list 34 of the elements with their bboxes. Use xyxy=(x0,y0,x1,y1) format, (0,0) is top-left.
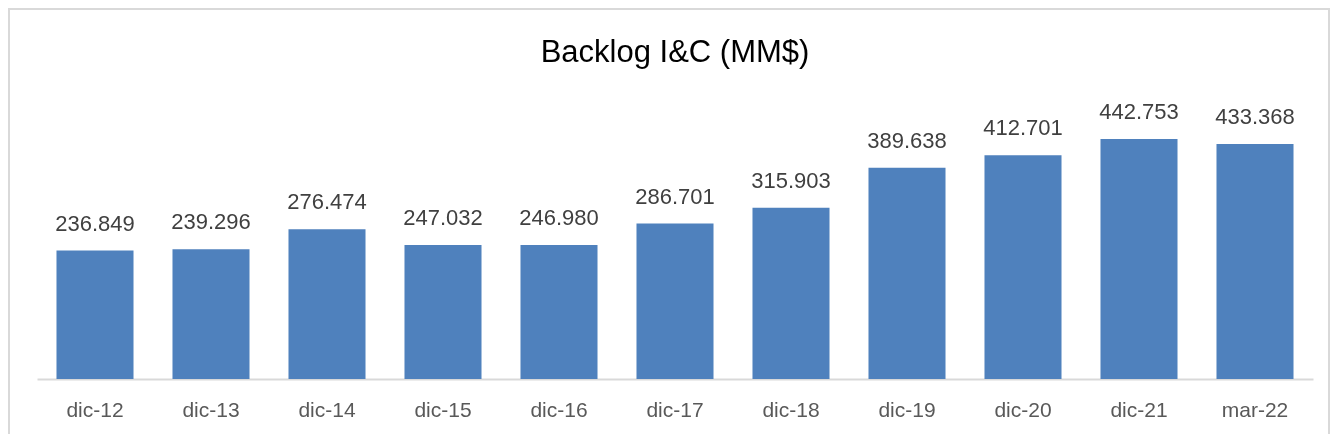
data-label: 246.980 xyxy=(519,205,599,231)
x-tick-label: dic-21 xyxy=(1110,397,1168,421)
bar xyxy=(868,167,946,379)
data-label: 442.753 xyxy=(1099,99,1179,124)
x-tick-label: dic-13 xyxy=(182,397,240,421)
data-label: 433.368 xyxy=(1215,104,1295,130)
data-label: 286.701 xyxy=(635,183,715,209)
x-tick-label: dic-18 xyxy=(762,397,820,421)
bar xyxy=(172,249,250,379)
data-label: 412.701 xyxy=(983,115,1063,141)
bar xyxy=(404,245,482,379)
x-tick-label: mar-22 xyxy=(1221,397,1289,421)
bar xyxy=(984,155,1062,379)
data-label: 315.903 xyxy=(751,167,831,193)
x-tick-label: dic-12 xyxy=(66,397,124,421)
x-tick-label: dic-16 xyxy=(530,397,588,421)
bar xyxy=(288,229,366,379)
data-label: 247.032 xyxy=(403,205,483,231)
bar xyxy=(636,223,714,379)
data-label: 389.638 xyxy=(867,127,947,153)
data-label: 239.296 xyxy=(171,209,251,235)
data-label: 276.474 xyxy=(287,189,367,215)
x-tick-label: dic-15 xyxy=(414,397,472,421)
chart-title: Backlog I&C (MM$) xyxy=(540,34,810,69)
bar xyxy=(1216,144,1294,379)
x-tick-label: dic-20 xyxy=(994,397,1052,421)
bar xyxy=(520,245,598,379)
x-tick-label: dic-19 xyxy=(878,397,936,421)
bar xyxy=(1100,139,1178,379)
x-tick-label: dic-17 xyxy=(646,397,704,421)
data-label: 236.849 xyxy=(55,210,135,236)
x-tick-label: dic-14 xyxy=(298,397,356,421)
bar xyxy=(56,250,134,379)
bar xyxy=(752,207,830,379)
